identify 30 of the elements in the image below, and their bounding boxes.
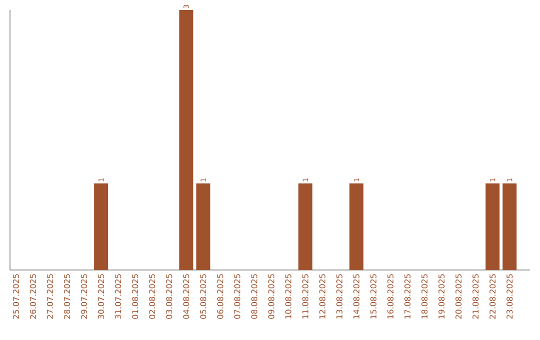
x-tick-label: 04.08.2025: [183, 274, 190, 319]
x-tick-label: 10.08.2025: [285, 274, 292, 318]
x-tick-label: 07.08.2025: [234, 274, 240, 319]
x-tick-label: 31.07.2025: [115, 274, 122, 319]
x-tick-label: 05.08.2025: [200, 274, 206, 319]
x-tick-label: 30.07.2025: [98, 274, 104, 319]
x-tick-label: 23.08.2025: [506, 274, 513, 319]
x-tick-label: 08.08.2025: [251, 274, 258, 319]
x-tick-label: 01.08.2025: [132, 274, 138, 319]
x-tick-label: 11.08.2025: [302, 274, 308, 318]
x-tick-label: 12.08.2025: [319, 274, 326, 318]
x-tick-label: 20.08.2025: [455, 274, 462, 319]
x-tick-label: 28.07.2025: [64, 274, 70, 319]
x-tick-label: 21.08.2025: [472, 274, 479, 319]
x-tick-label: 18.08.2025: [421, 274, 428, 318]
x-tick-label: 02.08.2025: [149, 274, 156, 319]
x-tick-label: 06.08.2025: [217, 274, 224, 319]
x-tick-label: 15.08.2025: [370, 274, 376, 318]
x-tick-label: 09.08.2025: [268, 274, 274, 319]
x-tick-label: 17.08.2025: [404, 274, 410, 318]
x-tick-label: 29.07.2025: [81, 274, 88, 319]
x-tick-label: 22.08.2025: [490, 274, 496, 319]
x-tick-label: 26.07.2025: [30, 274, 36, 319]
x-tick-label: 16.08.2025: [387, 274, 394, 318]
x-tick-label: 03.08.2025: [166, 274, 172, 319]
x-tick-label: 27.07.2025: [46, 274, 54, 319]
x-tick-label: 19.08.2025: [438, 274, 445, 318]
x-tick-label: 13.08.2025: [336, 274, 342, 318]
x-tick-label: 14.08.2025: [353, 274, 360, 318]
x-tick-label: 25.07.2025: [12, 274, 19, 319]
